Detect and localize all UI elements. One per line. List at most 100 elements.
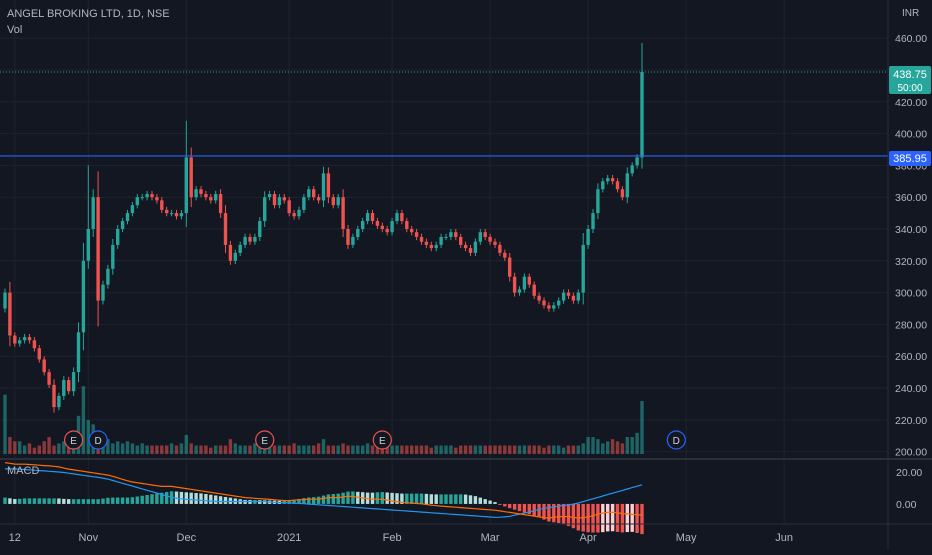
macd-histogram-bar: [155, 493, 159, 504]
volume-bar: [370, 445, 375, 454]
volume-bar: [140, 443, 144, 454]
macd-histogram-bar: [488, 500, 492, 504]
volume-label[interactable]: Vol: [7, 24, 22, 36]
dividend-event-marker[interactable]: D: [88, 430, 108, 450]
macd-histogram-bar: [209, 494, 213, 504]
volume-bar: [512, 445, 517, 454]
currency-label[interactable]: INR: [902, 8, 919, 19]
candle-body: [67, 380, 71, 392]
macd-histogram-bar: [400, 493, 404, 504]
earnings-event-marker[interactable]: E: [372, 430, 392, 450]
volume-bar: [145, 445, 149, 454]
macd-histogram-bar: [101, 498, 105, 504]
candle-body: [439, 236, 443, 245]
macd-histogram-bar: [27, 498, 32, 504]
candle-body: [581, 244, 585, 293]
candle-body: [566, 292, 571, 296]
candle-body: [223, 213, 228, 245]
time-axis[interactable]: 12 Nov Dec 2021 Feb Mar Apr May Jun: [9, 532, 793, 544]
macd-histogram-bar: [62, 498, 66, 504]
time-tick-label: Jun: [775, 532, 793, 544]
volume-bar: [625, 437, 629, 454]
candle-body: [370, 213, 375, 222]
macd-histogram-bar: [606, 503, 610, 532]
candle-body: [596, 189, 600, 214]
macd-histogram-bar: [547, 503, 551, 522]
price-tick-label: 320.00: [895, 256, 927, 268]
macd-histogram-bar: [390, 492, 394, 504]
candle-body: [22, 337, 27, 341]
candle-body: [101, 284, 105, 301]
candle-body: [522, 276, 527, 290]
price-tick-label: 240.00: [895, 383, 927, 395]
volume-bar: [135, 445, 139, 454]
volume-bar: [606, 441, 610, 454]
price-tick-label: 280.00: [895, 319, 927, 331]
candle-body: [218, 194, 223, 214]
candle-body: [488, 236, 492, 242]
volume-bar: [316, 443, 321, 454]
volume-bar: [189, 443, 193, 454]
volume-bar: [640, 401, 644, 454]
candle-body: [361, 221, 365, 229]
macd-histogram-bar: [71, 499, 76, 504]
candle-body: [155, 197, 159, 201]
macd-label[interactable]: MACD: [7, 465, 39, 477]
volume-bar: [591, 437, 595, 454]
candle-body: [586, 229, 590, 245]
earnings-event-marker[interactable]: E: [63, 430, 84, 450]
earnings-event-marker[interactable]: E: [255, 430, 275, 450]
macd-histogram-bar: [42, 498, 46, 504]
volume-bar: [37, 445, 41, 454]
time-tick-label: May: [676, 532, 697, 544]
candle-body: [591, 213, 595, 229]
macd-histogram-bar: [194, 493, 198, 504]
candle-body: [125, 213, 130, 222]
candle-body: [47, 372, 51, 385]
macd-histogram-bar: [410, 493, 414, 504]
candle-body: [459, 236, 463, 245]
candle-body: [106, 268, 110, 285]
candle-body: [395, 213, 399, 222]
macd-histogram-bar: [522, 503, 527, 513]
macd-histogram-bar: [419, 493, 424, 504]
candle-body: [111, 244, 115, 269]
volume-bars: [3, 386, 644, 454]
volume-bar: [361, 445, 365, 454]
candle-body: [316, 197, 321, 201]
candle-body: [57, 395, 61, 408]
volume-bar: [312, 445, 316, 454]
volume-bar: [125, 441, 130, 454]
volume-bar: [111, 443, 115, 454]
candle-body: [3, 292, 7, 309]
macd-histogram-bar: [517, 503, 522, 512]
candle-body: [405, 221, 409, 229]
volume-bar: [272, 445, 277, 454]
macd-histogram-bar: [630, 503, 634, 532]
candle-body: [625, 173, 629, 198]
macd-histogram-bar: [116, 497, 120, 504]
candle-body: [385, 229, 389, 233]
time-tick-label: Dec: [177, 532, 197, 544]
candle-body: [630, 165, 634, 174]
volume-bar: [218, 445, 223, 454]
volume-bar: [459, 445, 463, 454]
candle-body: [517, 289, 522, 293]
volume-bar: [610, 439, 615, 454]
volume-bar: [267, 443, 272, 454]
dividend-event-marker[interactable]: D: [666, 430, 686, 450]
symbol-title[interactable]: ANGEL BROKING LTD, 1D, NSE: [7, 8, 170, 20]
volume-bar: [228, 439, 233, 454]
macd-histogram-bar: [111, 497, 115, 504]
volume-bar: [596, 439, 600, 454]
time-tick-label: Nov: [79, 532, 99, 544]
volume-bar: [179, 443, 184, 454]
volume-bar: [630, 437, 634, 454]
macd-histogram-bar: [601, 503, 605, 533]
candle-body: [194, 189, 198, 198]
volume-bar: [155, 445, 159, 454]
candle-body: [449, 232, 453, 237]
volume-bar: [615, 441, 620, 454]
